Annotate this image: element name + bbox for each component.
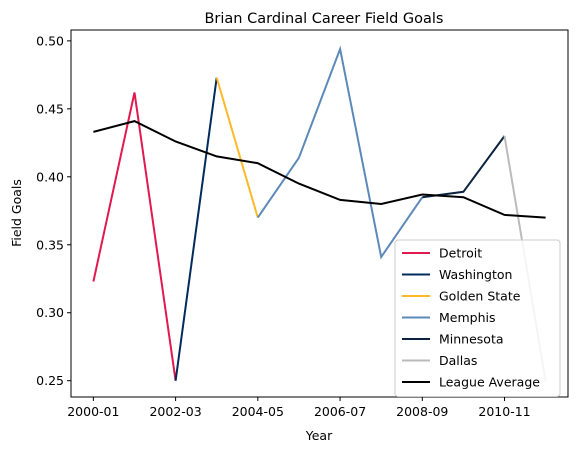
series-line-washington bbox=[174, 77, 218, 381]
legend-label-memphis: Memphis bbox=[439, 310, 496, 325]
y-tick-label: 0.50 bbox=[36, 33, 64, 48]
series-line-memphis bbox=[256, 45, 424, 260]
legend-label-golden-state: Golden State bbox=[439, 289, 521, 304]
legend-label-washington: Washington bbox=[439, 267, 512, 282]
x-axis-ticks: 2000-01 2002-03 2004-05 2006-07 2008-09 2010-… bbox=[67, 397, 531, 419]
y-tick-label: 0.45 bbox=[36, 101, 64, 116]
x-tick-label: 2002-03 bbox=[149, 404, 201, 419]
series-line-detroit bbox=[92, 92, 177, 381]
plot-frame bbox=[70, 29, 569, 398]
series-line-golden-state bbox=[215, 77, 259, 218]
x-tick-label: 2010-11 bbox=[478, 404, 530, 419]
legend-label-detroit: Detroit bbox=[439, 246, 482, 261]
legend-label-minnesota: Minnesota bbox=[439, 332, 504, 347]
x-tick-label: 2004-05 bbox=[232, 404, 284, 419]
y-tick-label: 0.30 bbox=[36, 305, 64, 320]
legend-box bbox=[394, 239, 561, 397]
series-line-minnesota bbox=[422, 135, 506, 199]
x-tick-label: 2000-01 bbox=[67, 404, 119, 419]
legend: Detroit Washington Golden State Memphis Minn… bbox=[394, 239, 561, 397]
y-tick-label: 0.35 bbox=[36, 237, 64, 252]
x-tick-label: 2008-09 bbox=[396, 404, 448, 419]
x-tick-label: 2006-07 bbox=[314, 404, 366, 419]
legend-label-dallas: Dallas bbox=[439, 353, 477, 368]
series-line-league-average bbox=[93, 120, 546, 219]
y-axis-ticks: 0.25 0.30 0.35 0.40 0.45 0.50 bbox=[36, 33, 71, 388]
y-tick-label: 0.25 bbox=[36, 373, 64, 388]
x-axis-label: Year bbox=[305, 428, 333, 443]
legend-label-league-average: League Average bbox=[439, 375, 540, 390]
y-tick-label: 0.40 bbox=[36, 169, 64, 184]
chart-title: Brian Cardinal Career Field Goals bbox=[204, 11, 443, 27]
y-axis-label: Field Goals bbox=[9, 179, 24, 247]
